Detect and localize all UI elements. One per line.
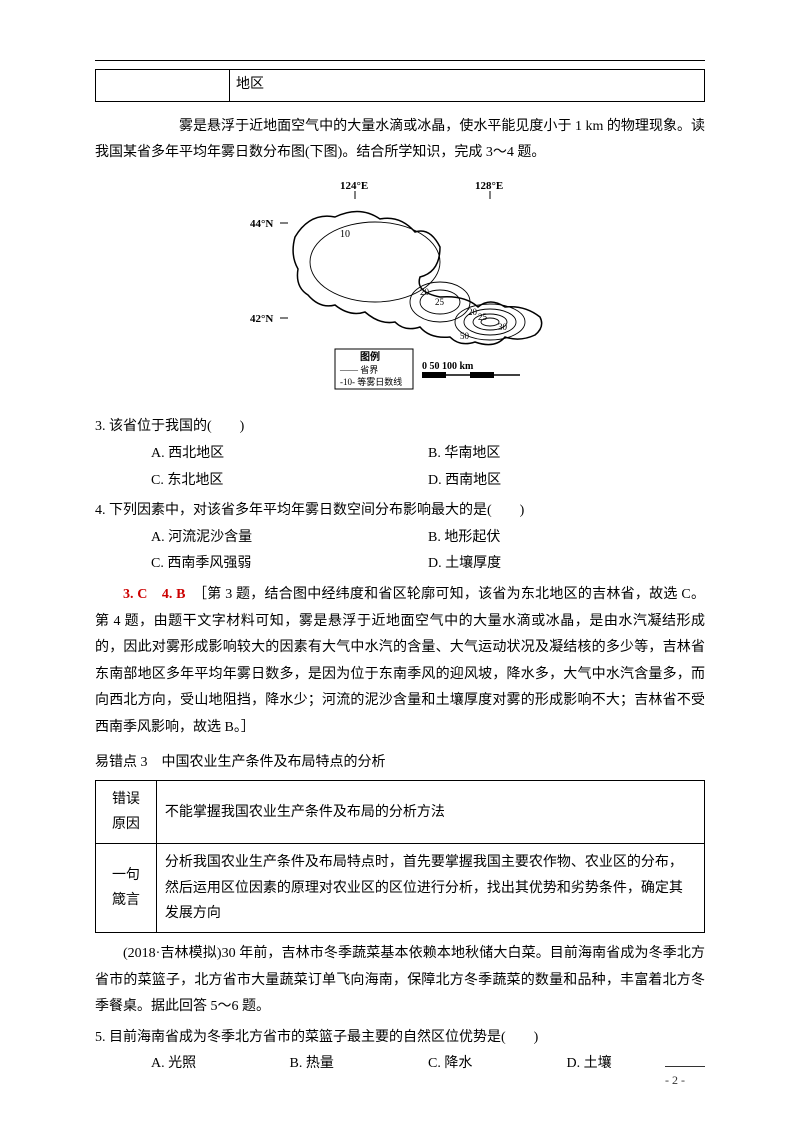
svg-text:30: 30 xyxy=(498,322,508,332)
q5-options: A. 光照 B. 热量 C. 降水 D. 土壤 xyxy=(95,1051,705,1078)
svg-text:-10- 等雾日数线: -10- 等雾日数线 xyxy=(340,376,402,387)
cuo-label-2: 一句 箴言 xyxy=(96,844,157,933)
q3-opt-d: D. 西南地区 xyxy=(428,468,705,495)
frag-cell-text: 地区 xyxy=(229,70,704,102)
top-rule xyxy=(95,60,705,61)
q3-opt-b: B. 华南地区 xyxy=(428,441,705,468)
q4-opt-b: B. 地形起伏 xyxy=(428,525,705,552)
explain-text: ［第 3 题，结合图中经纬度和省区轮廓可知，该省为东北地区的吉林省，故选 C。第… xyxy=(95,587,705,735)
svg-text:42°N: 42°N xyxy=(250,313,273,325)
q4-options: A. 河流泥沙含量 B. 地形起伏 C. 西南季风强弱 D. 土壤厚度 xyxy=(95,525,705,578)
q4-stem: 4. 下列因素中，对该省多年平均年雾日数空间分布影响最大的是( ) xyxy=(95,498,705,525)
svg-text:10: 10 xyxy=(340,229,350,240)
passage-2: (2018·吉林模拟)30 年前，吉林市冬季蔬菜基本依赖本地秋储大白菜。目前海南… xyxy=(95,941,705,1021)
answer-4: 4. B xyxy=(162,587,186,602)
fragment-table: 地区 xyxy=(95,69,705,102)
svg-text:44°N: 44°N xyxy=(250,218,273,230)
q5-opt-c: C. 降水 xyxy=(428,1051,567,1078)
q5-opt-b: B. 热量 xyxy=(290,1051,429,1078)
page-number-text: - 2 - xyxy=(665,1073,685,1087)
q4-opt-d: D. 土壤厚度 xyxy=(428,551,705,578)
svg-text:128°E: 128°E xyxy=(475,180,503,192)
q4-opt-c: C. 西南季风强弱 xyxy=(151,551,428,578)
map-figure: 124°E 128°E 44°N 42°N 10 20 25 20 25 30 … xyxy=(95,177,705,403)
svg-text:25: 25 xyxy=(478,312,488,322)
q4-opt-a: A. 河流泥沙含量 xyxy=(151,525,428,552)
q5-stem: 5. 目前海南省成为冬季北方省市的菜篮子最主要的自然区位优势是( ) xyxy=(95,1025,705,1052)
svg-text:25: 25 xyxy=(435,297,445,307)
svg-text:20: 20 xyxy=(420,287,430,297)
svg-text:图例: 图例 xyxy=(360,350,380,363)
frag-cell-empty xyxy=(96,70,230,102)
cuo-label-1: 错误 原因 xyxy=(96,781,157,844)
page-number: - 2 - xyxy=(665,1066,705,1092)
fog-map-svg: 124°E 128°E 44°N 42°N 10 20 25 20 25 30 … xyxy=(240,177,560,392)
cuo-text-1: 不能掌握我国农业生产条件及布局的分析方法 xyxy=(156,781,704,844)
answer-3: 3. C xyxy=(123,587,147,602)
q3-options: A. 西北地区 B. 华南地区 C. 东北地区 D. 西南地区 xyxy=(95,441,705,494)
q5-opt-a: A. 光照 xyxy=(151,1051,290,1078)
svg-text:124°E: 124°E xyxy=(340,180,368,192)
answer-explain: 3. C 4. B ［第 3 题，结合图中经纬度和省区轮廓可知，该省为东北地区的… xyxy=(95,582,705,742)
svg-text:50: 50 xyxy=(460,331,470,341)
q3-opt-c: C. 东北地区 xyxy=(151,468,428,495)
q3-opt-a: A. 西北地区 xyxy=(151,441,428,468)
cuo-text-2: 分析我国农业生产条件及布局特点时，首先要掌握我国主要农作物、农业区的分布，然后运… xyxy=(156,844,704,933)
svg-text:—— 省界: —— 省界 xyxy=(339,364,378,375)
cuodian-title: 易错点 3 中国农业生产条件及布局特点的分析 xyxy=(95,750,705,777)
intro-paragraph: 雾是悬浮于近地面空气中的大量水滴或冰晶，使水平能见度小于 1 km 的物理现象。… xyxy=(95,114,705,167)
cuodian-table: 错误 原因 不能掌握我国农业生产条件及布局的分析方法 一句 箴言 分析我国农业生… xyxy=(95,780,705,933)
svg-text:20: 20 xyxy=(468,307,478,317)
svg-text:0 50 100 km: 0 50 100 km xyxy=(422,361,474,372)
q3-stem: 3. 该省位于我国的( ) xyxy=(95,414,705,441)
